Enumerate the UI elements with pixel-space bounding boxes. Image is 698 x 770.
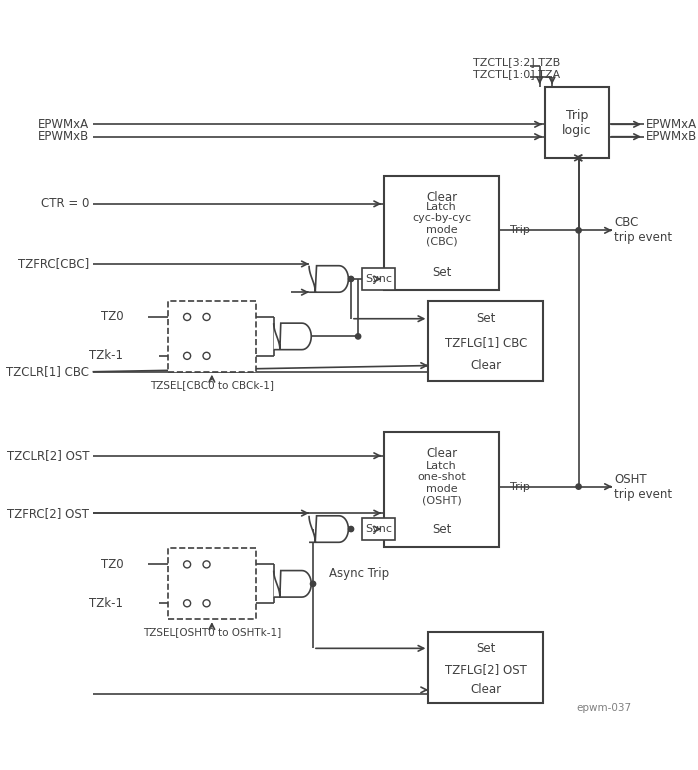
- Text: TZCTL[1:0] TZA: TZCTL[1:0] TZA: [473, 69, 560, 79]
- Circle shape: [203, 353, 210, 360]
- Text: Clear: Clear: [426, 191, 457, 204]
- Text: Sync: Sync: [365, 274, 392, 284]
- Bar: [168, 548, 256, 619]
- Circle shape: [311, 581, 315, 587]
- Text: EPWMxB: EPWMxB: [38, 130, 89, 143]
- Bar: [362, 269, 395, 290]
- Text: Set: Set: [476, 312, 496, 325]
- Circle shape: [576, 228, 581, 233]
- Text: CBC
trip event: CBC trip event: [614, 216, 672, 244]
- Text: TZk-1: TZk-1: [89, 597, 124, 610]
- Text: Async Trip: Async Trip: [329, 567, 389, 580]
- Text: EPWMxA: EPWMxA: [646, 118, 697, 131]
- Bar: [362, 518, 395, 540]
- PathPatch shape: [309, 516, 348, 542]
- Circle shape: [348, 276, 354, 282]
- PathPatch shape: [274, 571, 311, 597]
- Text: TZCTL[3:2] TZB: TZCTL[3:2] TZB: [473, 58, 560, 68]
- Text: TZFRC[2] OST: TZFRC[2] OST: [7, 507, 89, 520]
- Text: TZFLG[2] OST: TZFLG[2] OST: [445, 663, 527, 676]
- Text: Trip: Trip: [510, 481, 530, 491]
- Circle shape: [184, 600, 191, 607]
- Text: TZSEL[CBC0 to CBCk-1]: TZSEL[CBC0 to CBCk-1]: [150, 380, 274, 390]
- Text: Set: Set: [432, 266, 452, 280]
- Circle shape: [355, 333, 361, 339]
- Text: Clear: Clear: [470, 359, 501, 372]
- Text: TZCLR[1] CBC: TZCLR[1] CBC: [6, 365, 89, 378]
- Text: TZFLG[1] CBC: TZFLG[1] CBC: [445, 336, 527, 349]
- Text: epwm-037: epwm-037: [577, 702, 632, 712]
- Text: Set: Set: [476, 642, 496, 654]
- Circle shape: [203, 561, 210, 568]
- Bar: [384, 176, 499, 290]
- Text: TZ0: TZ0: [101, 558, 124, 571]
- Circle shape: [184, 313, 191, 320]
- Text: OSHT
trip event: OSHT trip event: [614, 473, 672, 500]
- Bar: [545, 87, 609, 158]
- Text: Sync: Sync: [365, 524, 392, 534]
- Text: Clear: Clear: [426, 447, 457, 460]
- Text: Clear: Clear: [470, 684, 501, 696]
- Text: TZFRC[CBC]: TZFRC[CBC]: [17, 257, 89, 270]
- Bar: [384, 432, 499, 547]
- Text: Trip: Trip: [510, 226, 530, 236]
- Circle shape: [576, 484, 581, 489]
- Bar: [429, 632, 543, 703]
- Bar: [429, 301, 543, 380]
- Circle shape: [203, 313, 210, 320]
- Circle shape: [184, 353, 191, 360]
- Text: CTR = 0: CTR = 0: [40, 197, 89, 210]
- Circle shape: [203, 600, 210, 607]
- Text: Latch
one-shot
mode
(OSHT): Latch one-shot mode (OSHT): [417, 460, 466, 505]
- PathPatch shape: [274, 323, 311, 350]
- Text: Trip
logic: Trip logic: [562, 109, 592, 136]
- Bar: [168, 301, 256, 372]
- Circle shape: [184, 561, 191, 568]
- Text: EPWMxB: EPWMxB: [646, 130, 697, 143]
- PathPatch shape: [309, 266, 348, 292]
- Text: TZ0: TZ0: [101, 310, 124, 323]
- Circle shape: [348, 527, 354, 532]
- Text: Set: Set: [432, 523, 452, 536]
- Text: Latch
cyc-by-cyc
mode
(CBC): Latch cyc-by-cyc mode (CBC): [412, 202, 471, 246]
- Text: TZk-1: TZk-1: [89, 350, 124, 363]
- Text: TZCLR[2] OST: TZCLR[2] OST: [6, 449, 89, 462]
- Text: TZSEL[OSHT0 to OSHTk-1]: TZSEL[OSHT0 to OSHTk-1]: [142, 628, 281, 638]
- Text: EPWMxA: EPWMxA: [38, 118, 89, 131]
